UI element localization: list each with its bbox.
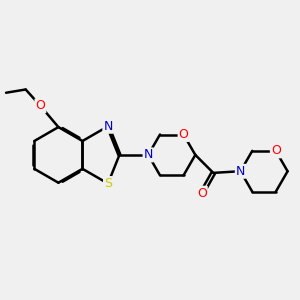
Text: O: O bbox=[178, 128, 188, 141]
Text: N: N bbox=[236, 165, 245, 178]
Text: N: N bbox=[103, 120, 113, 133]
Text: O: O bbox=[271, 144, 281, 158]
Text: S: S bbox=[104, 177, 112, 190]
Text: O: O bbox=[35, 99, 45, 112]
Text: O: O bbox=[197, 187, 207, 200]
Text: N: N bbox=[143, 148, 153, 161]
